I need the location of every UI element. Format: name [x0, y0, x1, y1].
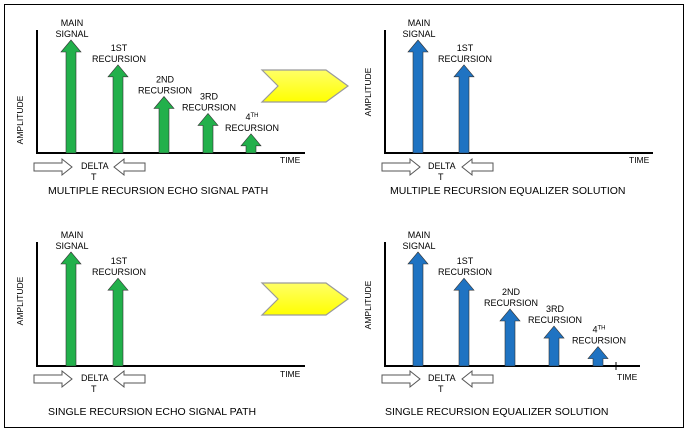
signal-arrow	[240, 133, 262, 154]
arrow-label-line1: 1ST	[111, 43, 128, 53]
panel-caption: MULTIPLE RECURSION ECHO SIGNAL PATH	[48, 185, 268, 197]
arrow-label-line2: RECURSION	[438, 267, 492, 277]
arrow-label-line1: 2ND	[502, 287, 521, 297]
x-axis-label: TIME	[617, 372, 638, 382]
transform-arrow-top	[260, 69, 350, 103]
arrow-label-line2: SIGNAL	[55, 241, 88, 251]
arrow-label-line2: RECURSION	[92, 54, 146, 64]
arrow-label-line1: MAIN	[61, 230, 84, 240]
delta-label: DELTA	[428, 373, 456, 383]
signal-arrow	[60, 251, 82, 367]
panel-single-equalizer: AMPLITUDE TIME MAINSIGNAL1STRECURSION2ND…	[363, 230, 640, 418]
arrow-label-line1: MAIN	[408, 18, 431, 28]
delta-arrow-right	[381, 369, 421, 389]
delta-arrow-right	[33, 369, 73, 389]
arrow-label-line2: RECURSION	[138, 86, 192, 96]
y-axis-label: AMPLITUDE	[15, 276, 25, 325]
arrow-label-line1: 3RD	[546, 304, 565, 314]
signal-arrow	[197, 112, 219, 154]
arrow-label-line2: RECURSION	[572, 336, 626, 346]
delta-arrow-left	[113, 157, 146, 177]
y-axis-label: AMPLITUDE	[363, 67, 373, 116]
arrow-label-line2: RECURSION	[438, 54, 492, 64]
arrow-label-line1: 2ND	[156, 75, 175, 85]
signal-arrow	[407, 39, 429, 154]
signal-arrow	[107, 64, 129, 154]
arrow-label-line1: MAIN	[61, 18, 84, 28]
x-axis-label: TIME	[629, 155, 650, 165]
arrow-label-line1: 4TH	[592, 325, 605, 335]
y-axis-label: AMPLITUDE	[363, 280, 373, 329]
delta-arrow-left	[461, 369, 494, 389]
signal-arrow	[453, 64, 475, 154]
signal-arrow	[107, 277, 129, 367]
arrow-label-line1: 1ST	[457, 256, 474, 266]
panel-caption: SINGLE RECURSION ECHO SIGNAL PATH	[48, 406, 256, 418]
arrow-group	[60, 39, 262, 154]
signal-arrow	[453, 277, 475, 367]
arrow-label-line1: 1ST	[111, 256, 128, 266]
arrow-group	[407, 39, 475, 154]
arrow-label-line2: RECURSION	[225, 123, 279, 133]
arrow-label-line1: 1ST	[457, 43, 474, 53]
signal-arrow	[543, 325, 565, 367]
arrow-label-line2: SIGNAL	[402, 29, 435, 39]
delta-arrow-left	[113, 369, 146, 389]
signal-arrow	[499, 308, 521, 367]
delta-arrow-right	[381, 157, 421, 177]
delta-t-label: T	[91, 172, 97, 182]
arrow-label-line2: RECURSION	[528, 315, 582, 325]
arrow-label-line2: SIGNAL	[402, 241, 435, 251]
signal-arrow	[153, 96, 175, 154]
arrow-label-line1: MAIN	[408, 230, 431, 240]
arrow-group	[407, 251, 609, 367]
delta-t-label: T	[91, 384, 97, 394]
signal-arrow	[407, 251, 429, 367]
delta-label: DELTA	[81, 373, 109, 383]
signal-arrow	[60, 39, 82, 154]
arrow-label-line1: 3RD	[200, 91, 219, 101]
delta-label: DELTA	[428, 161, 456, 171]
arrow-label-line1: 4TH	[245, 112, 258, 122]
delta-label: DELTA	[81, 161, 109, 171]
x-axis-label: TIME	[280, 155, 301, 165]
y-axis-label: AMPLITUDE	[15, 95, 25, 144]
panel-multiple-echo: AMPLITUDE TIME MAINSIGNAL1STRECURSION2ND…	[15, 18, 305, 197]
delta-arrow-right	[33, 157, 73, 177]
arrow-label-line2: SIGNAL	[55, 29, 88, 39]
transform-arrow-bottom	[260, 282, 350, 316]
arrow-group	[60, 251, 129, 367]
delta-t-label: T	[438, 384, 444, 394]
arrow-labels: MAINSIGNAL1STRECURSION2NDRECURSION3RDREC…	[55, 18, 279, 133]
delta-arrow-left	[461, 157, 494, 177]
x-axis-label: TIME	[280, 369, 301, 379]
arrow-label-line2: RECURSION	[182, 102, 236, 112]
arrow-labels: MAINSIGNAL1STRECURSION2NDRECURSION3RDREC…	[402, 230, 626, 346]
signal-arrow	[587, 346, 609, 367]
panel-caption: SINGLE RECURSION EQUALIZER SOLUTION	[385, 406, 608, 418]
delta-t-label: T	[438, 172, 444, 182]
arrow-label-line2: RECURSION	[92, 267, 146, 277]
arrow-label-line2: RECURSION	[484, 298, 538, 308]
panel-caption: MULTIPLE RECURSION EQUALIZER SOLUTION	[390, 185, 626, 197]
